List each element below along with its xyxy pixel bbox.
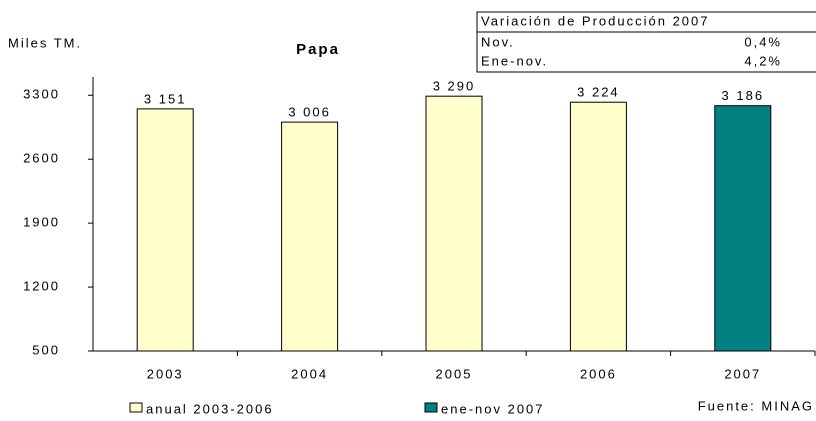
legend-label: ene-nov 2007 <box>441 401 545 416</box>
value-label: 3 186 <box>722 88 765 103</box>
y-tick-label: 3300 <box>23 87 60 102</box>
bar <box>281 121 339 352</box>
value-label: 3 151 <box>144 91 187 106</box>
x-tick-label: 2005 <box>436 366 473 381</box>
y-tick-label: 1900 <box>23 215 60 230</box>
bar <box>569 101 627 352</box>
chart-title: Papa <box>296 41 340 58</box>
bar <box>136 108 194 352</box>
legend-swatch <box>424 402 438 413</box>
y-tick-label: 1200 <box>23 279 60 294</box>
x-tick-label: 2003 <box>147 366 184 381</box>
legend-swatch <box>129 402 143 413</box>
info-row-value: 0,4% <box>744 34 782 49</box>
value-label: 3 290 <box>433 79 476 94</box>
y-axis-label: Miles TM. <box>8 35 82 50</box>
info-row-value: 4,2% <box>744 53 782 68</box>
value-label: 3 224 <box>577 85 620 100</box>
x-tick-label: 2006 <box>580 366 617 381</box>
bar <box>425 95 483 352</box>
x-tick-label: 2007 <box>724 366 761 381</box>
info-row-label: Ene-nov. <box>481 53 548 68</box>
value-label: 3 006 <box>288 105 331 120</box>
info-row-label: Nov. <box>481 34 515 49</box>
info-box-title: Variación de Producción 2007 <box>481 13 710 28</box>
y-tick-label: 500 <box>32 342 60 357</box>
bar <box>714 105 772 352</box>
source: Fuente: MINAG <box>698 398 814 413</box>
x-tick-label: 2004 <box>291 366 328 381</box>
info-box <box>476 11 816 73</box>
y-tick-label: 2600 <box>23 151 60 166</box>
legend-label: anual 2003-2006 <box>146 401 274 416</box>
